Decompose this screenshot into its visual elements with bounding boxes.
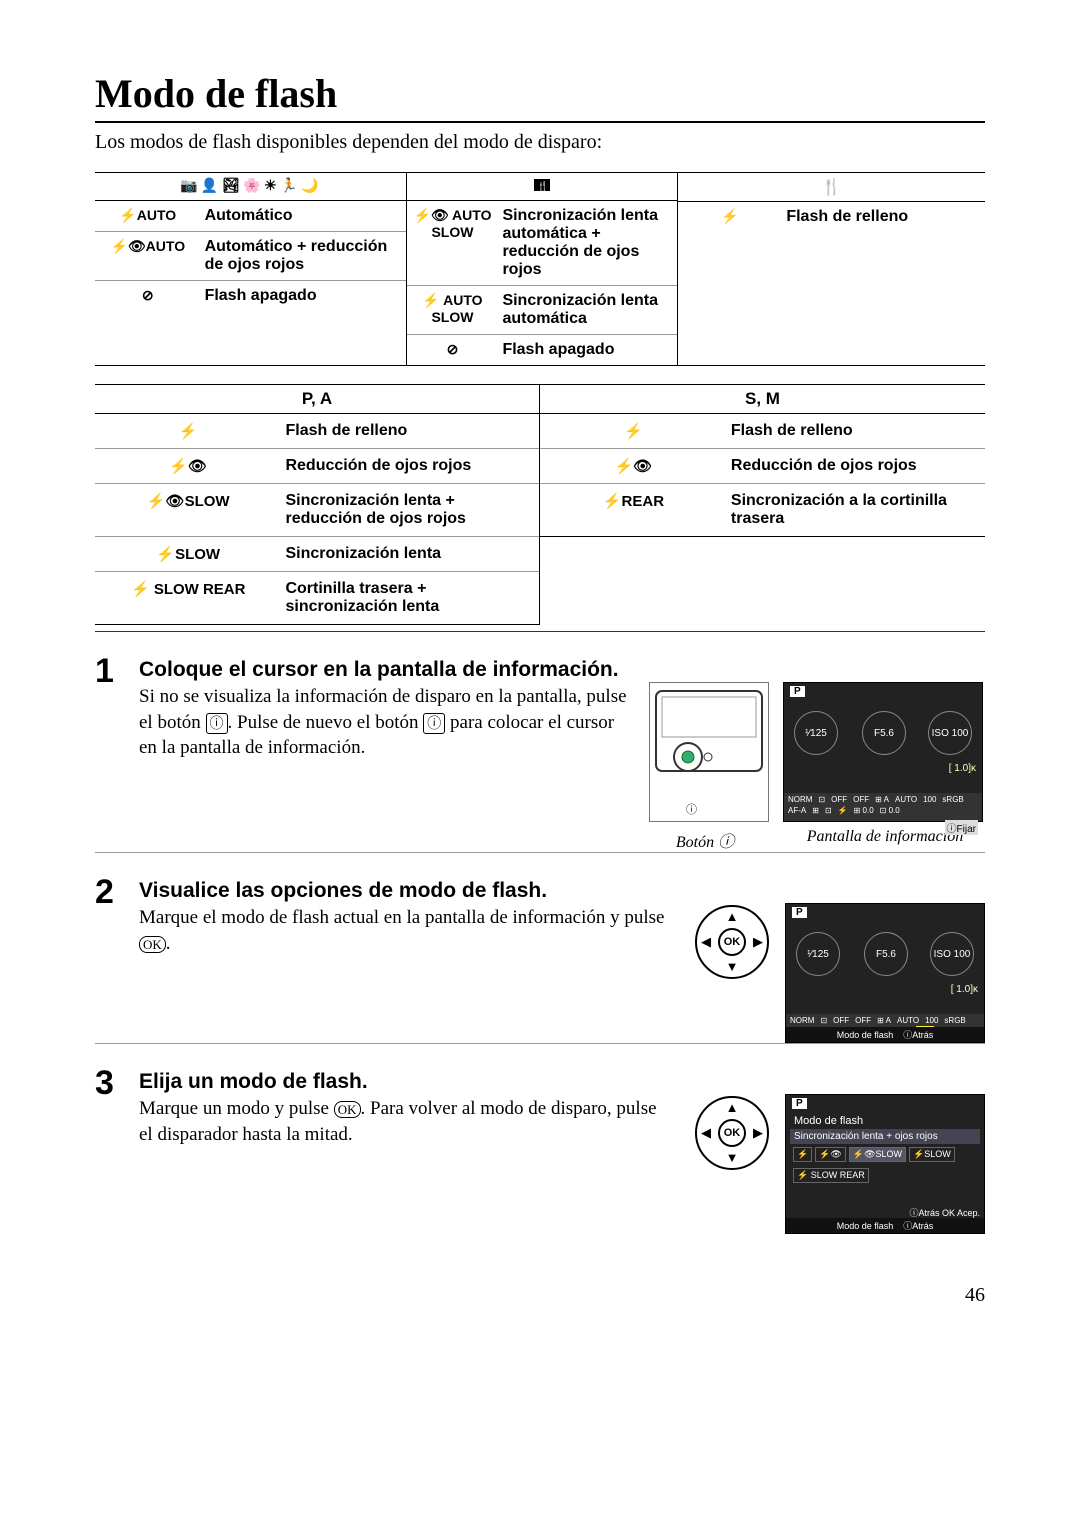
table1-col-a-body: ⚡AUTOAutomático ⚡👁AUTOAutomático + reduc… <box>95 201 406 311</box>
mode-indicator: P <box>792 1098 807 1109</box>
table2-left-header: P, A <box>95 385 539 414</box>
fill-flash-icon: ⚡ <box>678 202 782 232</box>
sm-fill-label: Flash de relleno <box>727 414 985 448</box>
screen-bottom-bar: NORM⊡OFFOFF⊞ AAUTO100sRGBAF-A⊞⊡⚡⊞ 0.0⊡ 0… <box>784 793 982 821</box>
slow-sync-label: Sincronización lenta automática <box>498 286 676 334</box>
table1-header-b: 🍴 <box>407 173 677 201</box>
menu-opt: ⚡ SLOW REAR <box>793 1168 869 1183</box>
flash-off-icon-2: ⊘ <box>407 335 499 365</box>
menu-selection: Sincronización lenta + ojos rojos <box>790 1129 980 1144</box>
camera-diagram: ⓘ <box>649 682 769 822</box>
info-screen-2: P ¹⁄125 F5.6 ISO 100 [ 1.0]ᴋ NORM⊡OFFOFF… <box>785 903 985 1043</box>
slow-sync-redeye-icon: ⚡👁 AUTO SLOW <box>407 201 499 285</box>
menu-opt: ⚡👁 <box>815 1147 846 1162</box>
ok-button-icon: OK <box>139 936 166 953</box>
flash-modes-table-2: P, A ⚡Flash de relleno ⚡👁Reducción de oj… <box>95 384 985 625</box>
pa-rear-slow-icon: ⚡ SLOW REAR <box>95 572 281 624</box>
modo-flash-label: Modo de flash ⓘAtrás <box>786 1027 984 1042</box>
pa-redeye-label: Reducción de ojos rojos <box>281 449 539 483</box>
aperture-dial: F5.6 <box>862 711 906 755</box>
fill-flash-label: Flash de relleno <box>782 202 985 232</box>
pa-slow-label: Sincronización lenta <box>281 537 539 571</box>
table1-col-c-body: ⚡Flash de relleno <box>678 202 985 232</box>
pa-fill-icon: ⚡ <box>95 414 281 448</box>
exp-indicator: [ 1.0]ᴋ <box>951 984 978 995</box>
iso-dial: ISO 100 <box>928 711 972 755</box>
menu-title: Modo de flash <box>790 1113 980 1129</box>
pa-rear-slow-label: Cortinilla trasera + sincronización lent… <box>281 572 539 624</box>
step-1-number: 1 <box>95 654 139 852</box>
table2-right-header: S, M <box>540 385 985 414</box>
flash-auto-label: Automático <box>201 201 406 231</box>
step-2-title: Visualice las opciones de modo de flash. <box>139 879 985 903</box>
pa-redeye-icon: ⚡👁 <box>95 449 281 483</box>
step-2-number: 2 <box>95 875 139 1043</box>
ok-button-icon: OK <box>334 1101 361 1118</box>
svg-text:ⓘ: ⓘ <box>686 803 697 816</box>
menu-opt: ⚡ <box>793 1147 812 1162</box>
multi-selector-diagram: ▲▼◀▶OK <box>693 903 771 981</box>
shutter-dial: ¹⁄125 <box>796 932 840 976</box>
fijar-label: ⓘFijar <box>945 820 978 835</box>
step-3: 3 Elija un modo de flash. Marque un modo… <box>95 1066 985 1234</box>
svg-text:📷 👤 🏞 🌸 ☀ 🏃 🌙: 📷 👤 🏞 🌸 ☀ 🏃 🌙 <box>180 177 318 193</box>
pa-slow-redeye-label: Sincronización lenta + reducción de ojos… <box>281 484 539 536</box>
flash-mode-menu-screen: P Modo de flash Sincronización lenta + o… <box>785 1094 985 1234</box>
flash-auto-icon: ⚡AUTO <box>95 201 201 231</box>
step-3-number: 3 <box>95 1066 139 1234</box>
flash-off-label: Flash apagado <box>201 281 406 311</box>
multi-selector-diagram: ▲▼◀▶OK <box>693 1094 771 1172</box>
exp-indicator: [ 1.0]ᴋ <box>949 763 976 774</box>
step-1-text: Si no se visualiza la información de dis… <box>139 684 629 761</box>
sm-redeye-icon: ⚡👁 <box>540 449 727 483</box>
flash-auto-redeye-label: Automático + reducción de ojos rojos <box>201 232 406 280</box>
step-2-text: Marque el modo de flash actual en la pan… <box>139 905 673 956</box>
caption-boton: Botón ⓘ <box>639 828 771 852</box>
pa-fill-label: Flash de relleno <box>281 414 539 448</box>
info-screen-1: P ¹⁄125 F5.6 ISO 100 [ 1.0]ᴋ NORM⊡OFFOFF… <box>783 682 983 822</box>
page-number: 46 <box>95 1284 985 1307</box>
sm-rear-icon: ⚡REAR <box>540 484 727 536</box>
table1-col-b-body: ⚡👁 AUTO SLOWSincronización lenta automát… <box>407 201 677 365</box>
slow-sync-icon: ⚡ AUTO SLOW <box>407 286 499 334</box>
flash-modes-table-1: 📷 👤 🏞 🌸 ☀ 🏃 🌙 ⚡AUTOAutomático ⚡👁AUTOAuto… <box>95 172 985 366</box>
table1-header-c: 🍴 <box>678 173 985 202</box>
sm-fill-icon: ⚡ <box>540 414 727 448</box>
aperture-dial: F5.6 <box>864 932 908 976</box>
intro-text: Los modos de flash disponibles dependen … <box>95 131 985 154</box>
menu-opt-selected: ⚡👁SLOW <box>849 1147 906 1162</box>
pa-slow-redeye-icon: ⚡👁SLOW <box>95 484 281 536</box>
menu-options: ⚡ ⚡👁 ⚡👁SLOW ⚡SLOW <box>790 1144 980 1165</box>
step-1: 1 Coloque el cursor en la pantalla de in… <box>95 654 985 852</box>
step-2: 2 Visualice las opciones de modo de flas… <box>95 875 985 1043</box>
menu-opt: ⚡SLOW <box>909 1147 955 1162</box>
flash-off-icon: ⊘ <box>95 281 201 311</box>
modo-flash-label: Modo de flash ⓘAtrás <box>786 1218 984 1233</box>
svg-text:🍴: 🍴 <box>537 180 548 192</box>
step-3-title: Elija un modo de flash. <box>139 1070 985 1094</box>
info-button-icon: ⓘ <box>206 713 228 734</box>
page-title: Modo de flash <box>95 70 985 123</box>
flash-off-label-2: Flash apagado <box>498 335 676 365</box>
mode-indicator: P <box>792 907 807 918</box>
step-3-text: Marque un modo y pulse OK. Para volver a… <box>139 1096 673 1147</box>
sm-rear-label: Sincronización a la cortinilla trasera <box>727 484 985 536</box>
iso-dial: ISO 100 <box>930 932 974 976</box>
flash-auto-redeye-icon: ⚡👁AUTO <box>95 232 201 280</box>
info-button-icon: ⓘ <box>423 713 445 734</box>
sm-redeye-label: Reducción de ojos rojos <box>727 449 985 483</box>
mode-indicator: P <box>790 686 805 697</box>
shutter-dial: ¹⁄125 <box>794 711 838 755</box>
pa-slow-icon: ⚡SLOW <box>95 537 281 571</box>
slow-sync-redeye-label: Sincronización lenta automática + reducc… <box>498 201 676 285</box>
table1-header-a: 📷 👤 🏞 🌸 ☀ 🏃 🌙 <box>95 173 406 201</box>
step-1-title: Coloque el cursor en la pantalla de info… <box>139 658 985 682</box>
